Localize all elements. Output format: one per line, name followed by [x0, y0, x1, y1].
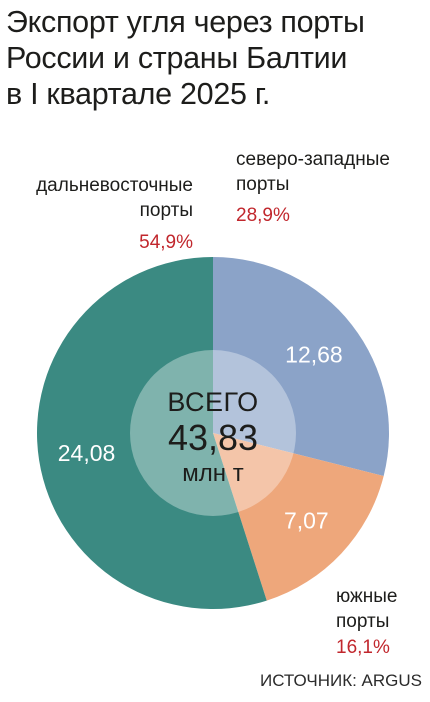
south-label-line2: порты	[336, 611, 390, 632]
slice-value-south: 7,07	[284, 508, 329, 534]
pie-slice-far-east	[37, 257, 267, 609]
northwest-label-line1: северо-западные	[236, 149, 390, 170]
slice-value-far-east: 24,08	[58, 440, 116, 466]
northwest-percent: 28,9%	[236, 205, 290, 226]
far-east-label-line2: порты	[139, 200, 193, 221]
title-line-2: России и страны Балтии	[6, 41, 348, 75]
center-circle	[130, 350, 296, 516]
title-line-1: Экспорт угля через порты	[6, 5, 365, 39]
total-value: 43,83	[168, 417, 258, 458]
total-unit: млн т	[182, 460, 243, 487]
far-east-label-line1: дальневосточные	[36, 175, 193, 196]
chart-title: Экспорт угля через порты России и страны…	[6, 4, 426, 112]
pie-slice-south	[213, 433, 384, 601]
slice-value-northwest: 12,68	[285, 341, 343, 367]
pie-slice-northwest	[213, 257, 389, 477]
source-note: ИСТОЧНИК: ARGUS	[259, 671, 422, 690]
south-percent: 16,1%	[336, 637, 390, 658]
south-label-line1: южные	[336, 586, 398, 607]
northwest-label-line2: порты	[236, 174, 290, 195]
title-line-3: в I квартале 2025 г.	[6, 77, 271, 111]
far-east-percent: 54,9%	[139, 232, 193, 253]
total-label: ВСЕГО	[167, 387, 258, 417]
